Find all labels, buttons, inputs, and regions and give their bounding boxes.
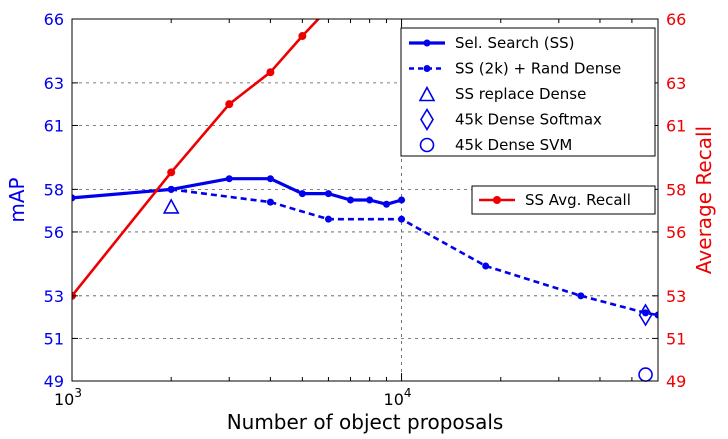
series-point-2 [324,215,332,223]
marker-triangle [162,198,180,214]
series-point-1 [398,196,406,204]
legend-point [423,39,431,47]
legend-marker-triangle [418,85,436,102]
series-line-3 [72,19,321,297]
series-point-3 [298,32,307,41]
legend-entry-label: SS Avg. Recall [525,191,631,209]
y-tick-label-left: 58 [44,180,64,199]
series-point-1 [266,175,274,183]
series-layer [72,4,658,319]
y-tick-label-left: 53 [44,287,64,306]
y-tick-label-right: 53 [666,287,686,306]
y-tick-label-right: 66 [666,10,686,29]
series-point-1 [72,194,76,202]
series-line-1 [72,177,403,206]
legend-entry-label: SS (2k) + Rand Dense [455,60,621,78]
series-point-1 [347,196,355,204]
y-tick-label-right: 56 [666,223,686,242]
series-point-2 [167,185,175,193]
y-tick-label-right: 63 [666,74,686,93]
legend-marker-circle [419,137,435,153]
ticks [71,18,659,382]
y-tick-label-right: 61 [666,116,686,135]
legend-point [423,65,431,72]
y-axis-label-right: Average Recall [692,126,716,274]
series-point-1 [366,196,374,204]
series-point-3 [266,68,275,77]
series-point-2 [398,215,406,223]
y-tick-label-left: 63 [44,74,64,93]
y-tick-label-left: 56 [44,223,64,242]
series-point-2 [654,311,658,319]
y-axis-label-left: mAP [5,177,29,222]
series-point-1 [298,190,306,198]
y-tick-label-right: 51 [666,329,686,348]
y-tick-label-right: 58 [666,180,686,199]
y-tick-label-left: 49 [44,372,64,391]
series-point-1 [324,190,332,198]
series-line-2 [171,188,658,317]
x-tick-label: 104 [384,386,412,409]
legend-recall: SS Avg. Recall [471,185,656,215]
legend-marker-diamond [420,107,434,132]
series-point-1 [382,200,390,208]
marker-circle [638,367,653,382]
legend-main: Sel. Search (SS) SS (2k) + Rand Dense SS r… [400,27,656,157]
series-point-2 [482,262,490,270]
y-tick-label-right: 49 [666,372,686,391]
legend-entry-label: SS replace Dense [455,85,586,103]
y-tick-label-left: 51 [44,329,64,348]
series-point-2 [577,292,585,300]
legend-point [493,196,501,204]
series-point-2 [642,309,650,317]
tick-labels: 49 49 51 51 53 53 56 56 58 58 61 61 63 63 66 66 103 104 [44,10,687,409]
legend-main-frame [400,27,656,157]
series-point-3 [324,4,332,12]
series-point-3 [225,100,234,109]
marker-diamond [638,303,653,327]
y-tick-label-left: 66 [44,10,64,29]
series-point-3 [167,168,176,177]
grid [72,19,658,381]
legend-entry-label: Sel. Search (SS) [455,34,575,52]
legend-entry-label: 45k Dense SVM [455,136,572,154]
marker-layer [162,198,653,382]
y-tick-label-left: 61 [44,116,64,135]
series-point-2 [266,198,274,206]
x-axis-label: Number of object proposals [227,410,504,434]
plot-frame [71,18,659,382]
legend-entry-label: 45k Dense Softmax [455,111,602,129]
x-tick-label: 103 [54,386,82,409]
series-point-1 [225,175,233,183]
